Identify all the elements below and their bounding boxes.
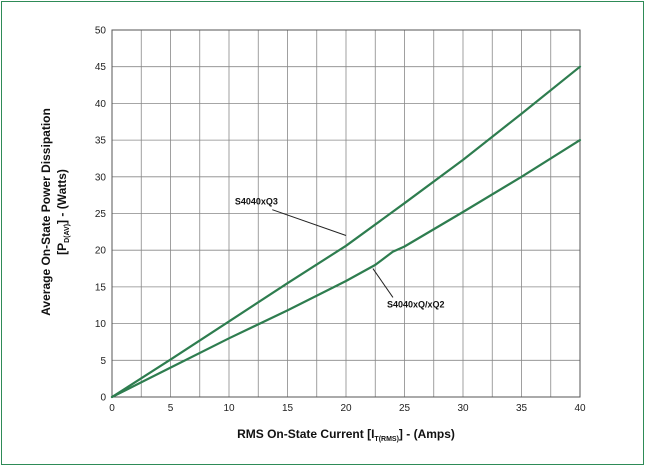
y-tick-label: 15 <box>95 282 107 293</box>
x-tick-label: 20 <box>340 403 352 414</box>
x-tick-label: 25 <box>399 403 411 414</box>
series-line-1 <box>110 65 582 399</box>
y-tick-label: 10 <box>95 319 107 330</box>
y-tick-label: 35 <box>95 136 107 147</box>
x-tick-label: 5 <box>168 403 174 414</box>
y-tick-label: 25 <box>95 209 107 220</box>
y-axis-title-line1: Average On-State Power Dissipation <box>39 108 53 316</box>
annotation-leader-2 <box>372 268 394 298</box>
x-tick-label: 40 <box>574 403 586 414</box>
x-axis-title: RMS On-State Current [IT(RMS)] - (Amps) <box>237 427 455 443</box>
x-tick-labels: 0 5 10 15 20 25 30 35 40 <box>109 403 586 414</box>
y-tick-label: 0 <box>100 393 106 404</box>
series-group <box>110 65 582 399</box>
x-tick-label: 30 <box>457 403 469 414</box>
x-tick-label: 10 <box>223 403 235 414</box>
y-tick-label: 40 <box>95 99 107 110</box>
plot-border <box>111 29 581 398</box>
grid <box>112 30 580 397</box>
y-axis-title-line2: [PD(AV)] - (Watts) <box>55 169 71 255</box>
y-axis-title-group: Average On-State Power Dissipation [PD(A… <box>39 108 71 316</box>
series-line-2 <box>110 139 582 399</box>
y-tick-label: 5 <box>100 356 106 367</box>
y-tick-label: 30 <box>95 172 107 183</box>
x-tick-label: 0 <box>109 403 115 414</box>
annotation-leader-1 <box>272 209 347 236</box>
y-tick-label: 20 <box>95 246 107 257</box>
x-tick-label: 35 <box>516 403 528 414</box>
y-tick-label: 45 <box>95 62 107 73</box>
annotations: S4040xQ3 S4040xQ/xQ2 <box>235 197 445 310</box>
x-tick-label: 15 <box>282 403 294 414</box>
annotation-label-1: S4040xQ3 <box>235 197 278 207</box>
y-tick-label: 50 <box>95 26 107 37</box>
y-tick-labels: 0 5 10 15 20 25 30 35 40 45 50 <box>95 26 107 404</box>
annotation-label-2: S4040xQ/xQ2 <box>387 299 445 309</box>
